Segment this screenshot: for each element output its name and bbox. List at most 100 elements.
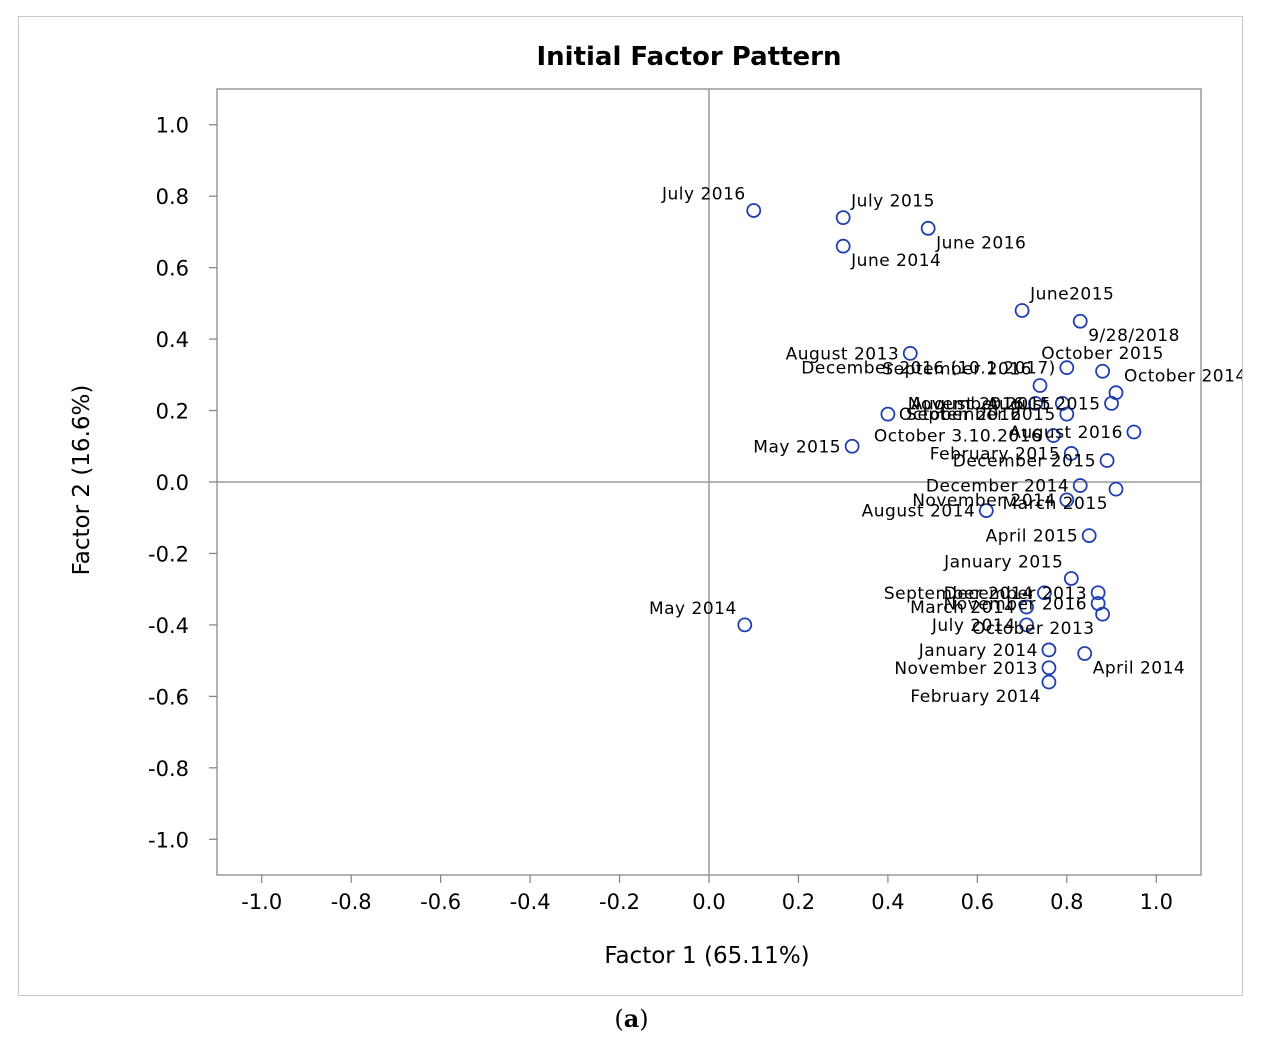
data-point-label: February 2014 — [910, 687, 1041, 707]
x-tick-label: -0.8 — [331, 890, 372, 914]
data-point-marker — [1077, 646, 1093, 661]
data-point-label: April 2015 — [986, 527, 1079, 547]
data-point-marker — [1028, 395, 1043, 411]
data-point-marker — [1041, 660, 1057, 676]
data-point-label: January 2014 — [918, 641, 1038, 661]
data-point-label: January 2015 — [943, 552, 1063, 572]
y-tick-label: 0.2 — [156, 400, 189, 424]
data-point-marker — [1095, 606, 1110, 622]
caption-open: ( — [614, 1005, 624, 1033]
y-tick-label: 0.6 — [156, 257, 189, 281]
x-tick-label: 0.0 — [692, 890, 725, 914]
data-point-label: September 2015 — [906, 405, 1056, 425]
caption-letter: a — [623, 1004, 640, 1033]
data-point-label: July 2016 — [661, 184, 746, 204]
scatter-chart: Initial Factor Pattern -1.0 -0.8 -0.6 -0.4-… — [69, 42, 1242, 969]
y-tick-label: -1.0 — [148, 828, 189, 852]
data-point-marker — [1072, 478, 1088, 493]
data-point-marker — [1090, 585, 1106, 601]
data-point-label: August 2013 — [786, 344, 900, 364]
data-point-marker — [978, 503, 994, 518]
data-point-label: November 2015 — [908, 394, 1052, 414]
data-point-label: May 2014 — [649, 599, 737, 619]
data-point-marker — [1059, 406, 1075, 422]
data-point-marker — [1041, 642, 1057, 658]
data-point-marker — [1099, 453, 1115, 468]
data-point-label: June2015 — [1029, 285, 1114, 305]
y-tick-label: -0.2 — [148, 542, 189, 566]
data-point-marker — [1041, 674, 1057, 690]
x-tick-label: 0.6 — [961, 890, 994, 914]
y-tick-label: 1.0 — [156, 114, 189, 138]
figure-frame: Initial Factor Pattern -1.0 -0.8 -0.6 -0.4-… — [18, 16, 1243, 996]
y-tick-label: 0.4 — [156, 328, 189, 352]
data-point-marker — [1063, 446, 1079, 461]
data-point-label: December 2015 — [953, 452, 1096, 472]
data-point-label: April 2014 — [1093, 658, 1186, 678]
reference-lines — [217, 89, 1201, 875]
data-point-marker — [737, 617, 753, 633]
data-point-label: February 2015 — [930, 444, 1061, 464]
y-axis-label: Factor 2 (16.6%) — [69, 385, 95, 576]
data-points — [737, 203, 1142, 690]
data-point-marker — [1081, 528, 1097, 543]
data-point-label: December 2013 — [944, 584, 1087, 604]
data-point-label: August 2015 — [987, 394, 1101, 414]
data-point-marker — [902, 345, 918, 361]
y-tick-label: -0.4 — [148, 614, 189, 638]
y-tick-label: -0.6 — [148, 685, 189, 709]
x-axis-ticks: -1.0 -0.8 -0.6 -0.4 -0.2 0.0 0.2 0.4 0.6 0.8 1.0 — [241, 875, 1173, 914]
data-point-label: December 2014 — [926, 477, 1069, 497]
data-point-label: November 2014 — [912, 491, 1056, 511]
data-point-marker — [1126, 424, 1142, 440]
data-point-label: August 2016 — [1009, 423, 1123, 443]
y-tick-label: 0.8 — [156, 185, 189, 209]
x-tick-label: 0.2 — [782, 890, 815, 914]
data-point-marker — [835, 210, 851, 226]
data-point-marker — [880, 406, 896, 422]
data-point-label: September 2014 — [884, 584, 1034, 604]
figure-caption: (a) — [0, 1004, 1263, 1033]
x-tick-label: -0.2 — [599, 890, 640, 914]
data-point-label: March 2014 — [910, 598, 1016, 618]
x-tick-label: -0.4 — [510, 890, 551, 914]
x-tick-label: -1.0 — [241, 890, 282, 914]
data-point-label: March 2015 — [1003, 494, 1109, 514]
data-point-label: December 2016 (10.1.2017) — [801, 359, 1056, 379]
data-point-label: October 2015 — [1041, 344, 1164, 364]
y-axis-ticks: 1.0 0.8 0.6 0.4 0.2 0.0 -0.2 -0.4 -0.6 -0.8 -1.0 — [148, 114, 217, 852]
x-axis-label: Factor 1 (65.11%) — [604, 943, 809, 969]
data-point-marker — [1059, 492, 1075, 508]
data-point-label: August 2014 — [862, 502, 976, 522]
x-tick-label: 0.4 — [871, 890, 904, 914]
data-point-marker — [1019, 617, 1034, 633]
data-point-marker — [1072, 313, 1088, 329]
data-point-label: May 2015 — [753, 437, 841, 457]
data-point-label: October 2016 — [899, 405, 1022, 425]
data-point-label: September 2016 — [882, 360, 1032, 380]
data-point-label: June 2016 — [935, 233, 1026, 253]
data-point-marker — [746, 203, 762, 218]
data-point-label: July 2014 — [931, 616, 1016, 636]
data-point-label: July 2015 — [850, 192, 935, 212]
y-tick-label: -0.8 — [148, 757, 189, 781]
data-point-marker — [1108, 481, 1124, 497]
data-point-marker — [1059, 360, 1075, 376]
data-point-label: November 2016 — [944, 594, 1088, 614]
caption-close: ) — [639, 1005, 649, 1033]
data-point-marker — [1046, 428, 1061, 443]
x-tick-label: -0.6 — [420, 890, 461, 914]
data-point-label: June 2014 — [850, 251, 941, 271]
data-point-label: November 2013 — [894, 659, 1038, 679]
data-point-marker — [920, 220, 936, 236]
data-point-marker — [1037, 585, 1052, 601]
y-tick-label: 0.0 — [156, 471, 189, 495]
data-point-marker — [1063, 571, 1079, 586]
data-point-marker — [1032, 378, 1048, 393]
data-point-label: August 2016 — [911, 394, 1025, 414]
data-point-label: October 3.10.2016 — [874, 427, 1042, 447]
data-point-marker — [1019, 599, 1034, 615]
data-point-marker — [1095, 363, 1110, 379]
data-point-label: October 2014 — [1124, 367, 1242, 387]
